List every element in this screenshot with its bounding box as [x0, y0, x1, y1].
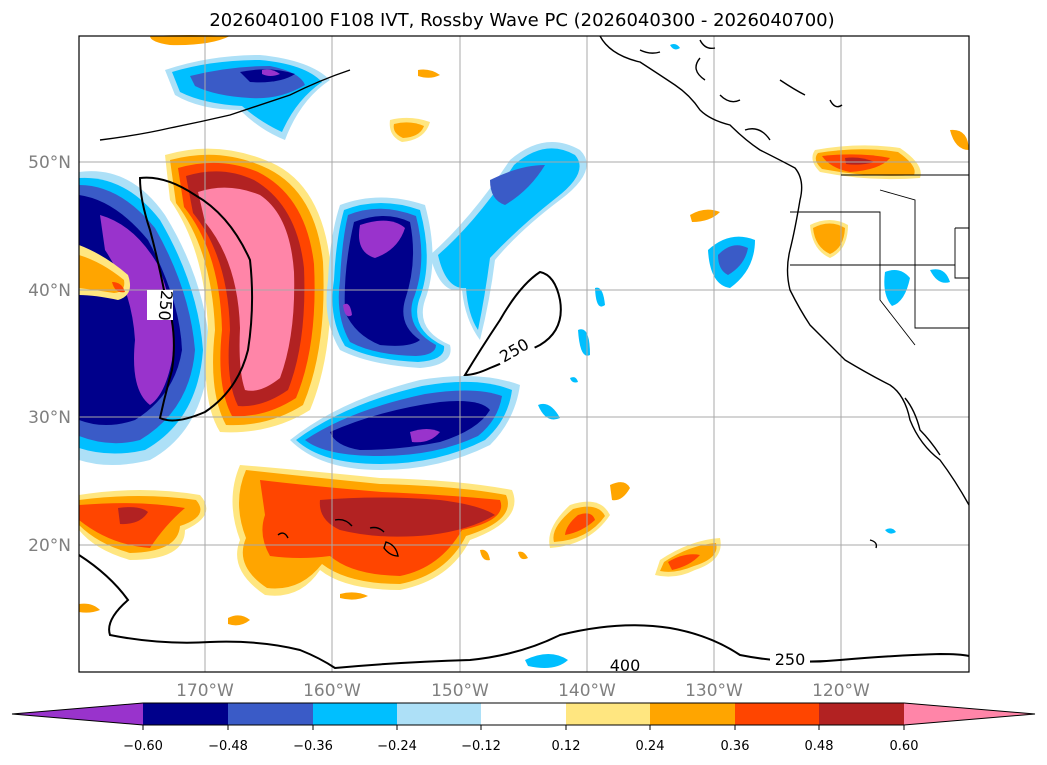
lat-label-40n: 40°N	[28, 281, 71, 301]
colorbar-tick-label: 0.36	[721, 739, 750, 754]
contour-label-250-bottom: 250	[775, 650, 806, 669]
contour-label-400: 400	[610, 656, 641, 675]
map-panel: 250 250 400 250	[78, 35, 970, 675]
lon-label-150w: 150°W	[431, 681, 489, 701]
lon-label-140w: 140°W	[558, 681, 616, 701]
colorbar-bin-pos024	[650, 703, 735, 725]
colorbar: −0.60 −0.48 −0.36 −0.24 −0.12 0.12 0.24 …	[11, 702, 1036, 754]
colorbar-bin-neg048	[228, 703, 313, 725]
gridlines	[79, 36, 969, 672]
colorbar-extend-negative	[12, 703, 143, 725]
colorbar-tick-label: 0.12	[552, 739, 581, 754]
colorbar-bin-neg024	[397, 703, 481, 725]
lat-label-20n: 20°N	[28, 536, 71, 556]
colorbar-tick-label: −0.12	[461, 739, 501, 754]
lat-label-50n: 50°N	[28, 153, 71, 173]
coastlines	[99, 35, 970, 557]
colorbar-bin-pos036	[735, 703, 819, 725]
figure-title: 2026040100 F108 IVT, Rossby Wave PC (202…	[209, 10, 834, 31]
longitude-labels: 170°W 160°W 150°W 140°W 130°W 120°W	[176, 681, 870, 701]
ivt-contours	[78, 176, 970, 670]
lat-label-30n: 30°N	[28, 408, 71, 428]
colorbar-tick-label: 0.60	[890, 739, 919, 754]
lon-label-120w: 120°W	[812, 681, 870, 701]
map-frame	[78, 35, 970, 673]
colorbar-bin-pos048	[819, 703, 904, 725]
contour-label-250-left: 250	[155, 289, 177, 321]
colorbar-tick-label: 0.48	[805, 739, 834, 754]
colorbar-bin-pos012	[566, 703, 650, 725]
colorbar-tick-label: −0.24	[377, 739, 417, 754]
colorbar-tick-label: −0.48	[208, 739, 248, 754]
colorbar-bin-neutral	[481, 703, 566, 725]
latitude-labels: 50°N 40°N 30°N 20°N	[28, 153, 71, 556]
lon-label-170w: 170°W	[176, 681, 234, 701]
colorbar-tick-label: 0.24	[636, 739, 665, 754]
contour-labels: 250 250 400 250	[147, 289, 810, 675]
colorbar-ticks	[142, 725, 905, 730]
colorbar-bin-neg060	[143, 703, 228, 725]
colorbar-tick-label: −0.60	[123, 739, 163, 754]
colorbar-extend-positive	[904, 703, 1035, 725]
colorbar-tick-label: −0.36	[293, 739, 333, 754]
state-borders	[790, 174, 969, 346]
colorbar-bin-neg036	[313, 703, 397, 725]
lon-label-130w: 130°W	[685, 681, 743, 701]
lon-label-160w: 160°W	[303, 681, 361, 701]
